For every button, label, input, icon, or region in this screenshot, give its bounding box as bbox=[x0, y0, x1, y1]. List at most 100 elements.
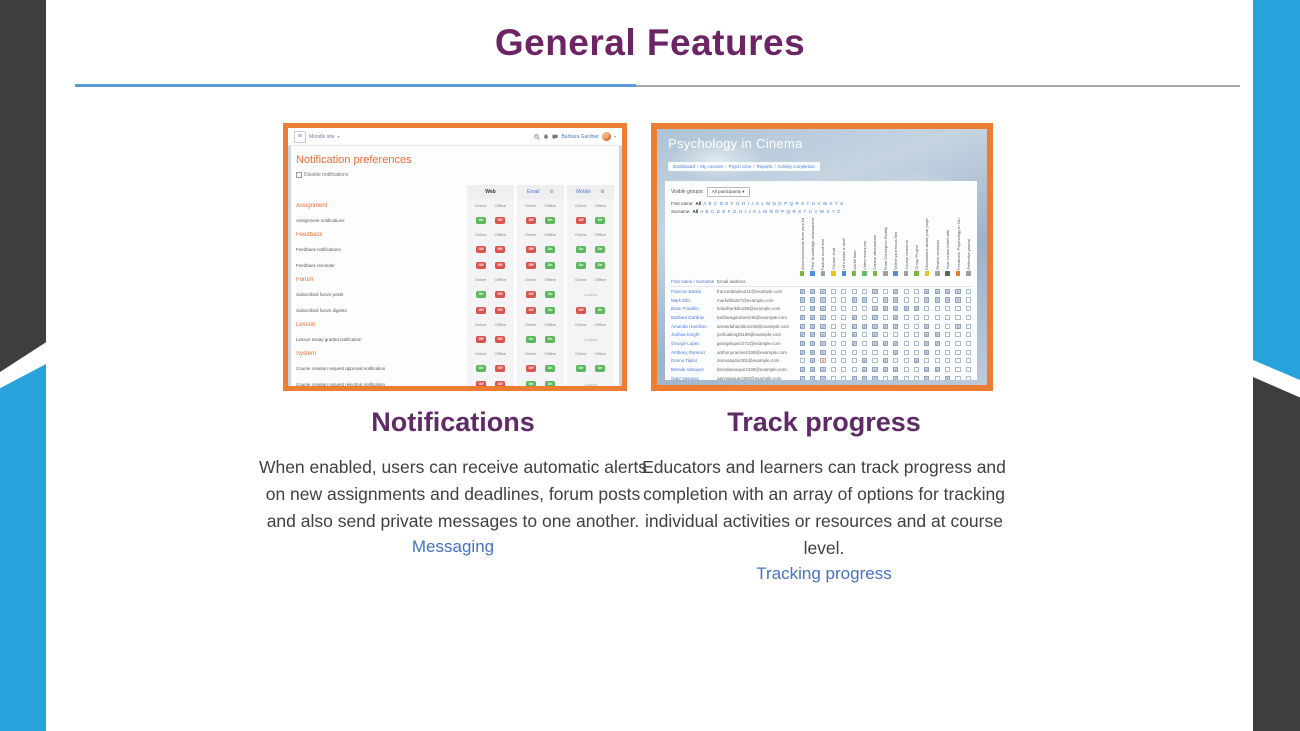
completion-checkbox bbox=[934, 349, 940, 355]
completion-checkbox-checked: ✓ bbox=[924, 323, 930, 329]
completion-checkbox bbox=[965, 288, 972, 294]
title-divider-gray bbox=[636, 85, 1240, 87]
student-row: Frances Banks francesbanks211@example.com… bbox=[671, 287, 973, 296]
completion-checkbox-checked: ✓ bbox=[820, 323, 826, 329]
completion-checkbox bbox=[965, 358, 972, 364]
notifications-screenshot-image[interactable]: ≡ Moodle site ▾ Barbara Gardner ▾ Notifi… bbox=[283, 123, 627, 391]
completion-cell bbox=[911, 349, 921, 355]
completion-checkbox-checked: ✓ bbox=[861, 366, 868, 373]
completion-cell: ✓ bbox=[891, 297, 901, 303]
completion-cell: ✓ bbox=[807, 358, 817, 364]
pref-section-label: System bbox=[296, 350, 317, 357]
completion-cell bbox=[963, 314, 973, 320]
track-progress-screenshot-image[interactable]: Psychology in Cinema Dashboard / My course… bbox=[651, 123, 993, 391]
completion-cell: ✓ bbox=[807, 332, 817, 338]
completion-cell: ✓ bbox=[818, 288, 828, 294]
completion-checkbox-checked: ✓ bbox=[945, 375, 951, 380]
completion-cell: ✓ bbox=[797, 314, 807, 320]
pref-toggle-cell: Off On bbox=[567, 302, 614, 318]
completion-checkbox bbox=[872, 358, 878, 364]
completion-cell bbox=[859, 306, 869, 312]
completion-checkbox bbox=[841, 366, 847, 373]
completion-checkbox-checked: ✓ bbox=[945, 288, 951, 294]
notification-preferences-table: Web Email ⚙ Mobile ⚙ Assignment Online Offline O… bbox=[296, 185, 614, 386]
completion-checkbox-checked: ✓ bbox=[799, 297, 805, 303]
completion-checkbox bbox=[841, 340, 847, 347]
toggle-on: On bbox=[595, 216, 605, 224]
tracking-progress-link[interactable]: Tracking progress bbox=[756, 564, 892, 583]
completion-cell bbox=[839, 349, 849, 355]
student-email: brendavasquez239@example.com bbox=[717, 367, 787, 373]
activity-icon bbox=[799, 271, 805, 276]
locked-label: Locked bbox=[584, 336, 597, 342]
student-email: barbaragardner246@example.com bbox=[717, 314, 787, 320]
activity-icon-cell bbox=[963, 271, 973, 276]
completion-cell bbox=[828, 358, 838, 364]
pref-toggle-cell: Off On bbox=[517, 286, 564, 302]
toggle-off: Off bbox=[476, 306, 486, 314]
completion-checkbox bbox=[934, 358, 940, 364]
offline-label: Offline bbox=[594, 322, 607, 327]
activity-column-header: From Concept to Reality bbox=[880, 227, 890, 270]
completion-cell: ✓ bbox=[922, 332, 932, 338]
completion-cell bbox=[901, 288, 911, 294]
feature-notifications: Notifications When enabled, users can re… bbox=[253, 407, 653, 557]
completion-cell bbox=[880, 314, 890, 320]
pref-section-row: Forum Online Offline Online Offline Online Off… bbox=[296, 273, 614, 286]
completion-cell bbox=[932, 375, 942, 380]
completion-cell bbox=[839, 314, 849, 320]
completion-checkbox bbox=[934, 314, 940, 320]
toggle-off: Off bbox=[476, 380, 486, 386]
activity-completion-panel: Visible groups: All participants ▾ First… bbox=[665, 181, 977, 380]
completion-checkbox bbox=[955, 366, 961, 373]
pref-section-label: Lesson bbox=[296, 321, 316, 328]
student-row: Barbara Gardner barbaragardner246@example… bbox=[671, 313, 973, 322]
completion-checkbox bbox=[913, 297, 920, 303]
course-title: Psychology in Cinema bbox=[668, 136, 803, 151]
completion-cell bbox=[963, 332, 973, 338]
completion-cell bbox=[953, 306, 963, 312]
completion-cell: ✓ bbox=[942, 297, 952, 303]
pref-section-row: Lesson Online Offline Online Offline Online Of… bbox=[296, 318, 614, 331]
completion-cell bbox=[942, 366, 952, 373]
completion-failed-icon: ✕ bbox=[820, 358, 826, 364]
online-offline-header: Online Offline bbox=[517, 199, 564, 212]
student-name: George Lopez bbox=[671, 340, 700, 346]
messaging-link[interactable]: Messaging bbox=[411, 537, 495, 556]
completion-cell: ✓ bbox=[880, 340, 890, 347]
completion-cell bbox=[839, 358, 849, 364]
completion-cell: ✓ bbox=[870, 288, 880, 294]
completion-checkbox-checked: ✓ bbox=[809, 306, 816, 312]
completion-checkbox bbox=[965, 366, 972, 373]
completion-checkbox bbox=[851, 306, 857, 312]
pref-toggle-cell: Locked bbox=[567, 376, 614, 386]
student-name: Anthony Ramirez bbox=[671, 349, 706, 355]
completion-checkbox-checked: ✓ bbox=[809, 375, 816, 380]
pref-item-row: Assignment notifications On Off Off On Off On bbox=[296, 212, 614, 228]
completion-cell: ✓ bbox=[818, 332, 828, 338]
pref-section-label: Forum bbox=[296, 276, 314, 283]
completion-cell bbox=[849, 349, 859, 355]
completion-cell bbox=[953, 340, 963, 347]
completion-cell bbox=[849, 366, 859, 373]
completion-checkbox-checked: ✓ bbox=[861, 323, 868, 329]
completion-cell: ✓ bbox=[807, 366, 817, 373]
completion-checkbox bbox=[830, 349, 836, 355]
completion-checkbox-checked: ✓ bbox=[799, 323, 805, 329]
student-name: Barbara Gardner bbox=[671, 314, 705, 320]
activity-icon bbox=[820, 271, 826, 276]
completion-cell bbox=[963, 340, 973, 347]
gear-icon: ⚙ bbox=[549, 189, 554, 195]
completion-cell bbox=[932, 314, 942, 320]
completion-cell bbox=[891, 332, 901, 338]
filter-all-link: All bbox=[695, 201, 702, 206]
completion-cell: ✓ bbox=[818, 366, 828, 373]
pref-toggle-cell: Off On bbox=[517, 257, 564, 273]
bell-icon bbox=[543, 133, 549, 140]
pref-item-row: Feedback reminder Off Off Off On On On bbox=[296, 257, 614, 273]
feature-body: Educators and learners can track progres… bbox=[642, 457, 1006, 558]
completion-cell: ✓ bbox=[807, 375, 817, 380]
completion-cell bbox=[963, 375, 973, 380]
completion-cell bbox=[953, 349, 963, 355]
surname-filter-label: Surname: bbox=[671, 208, 691, 214]
